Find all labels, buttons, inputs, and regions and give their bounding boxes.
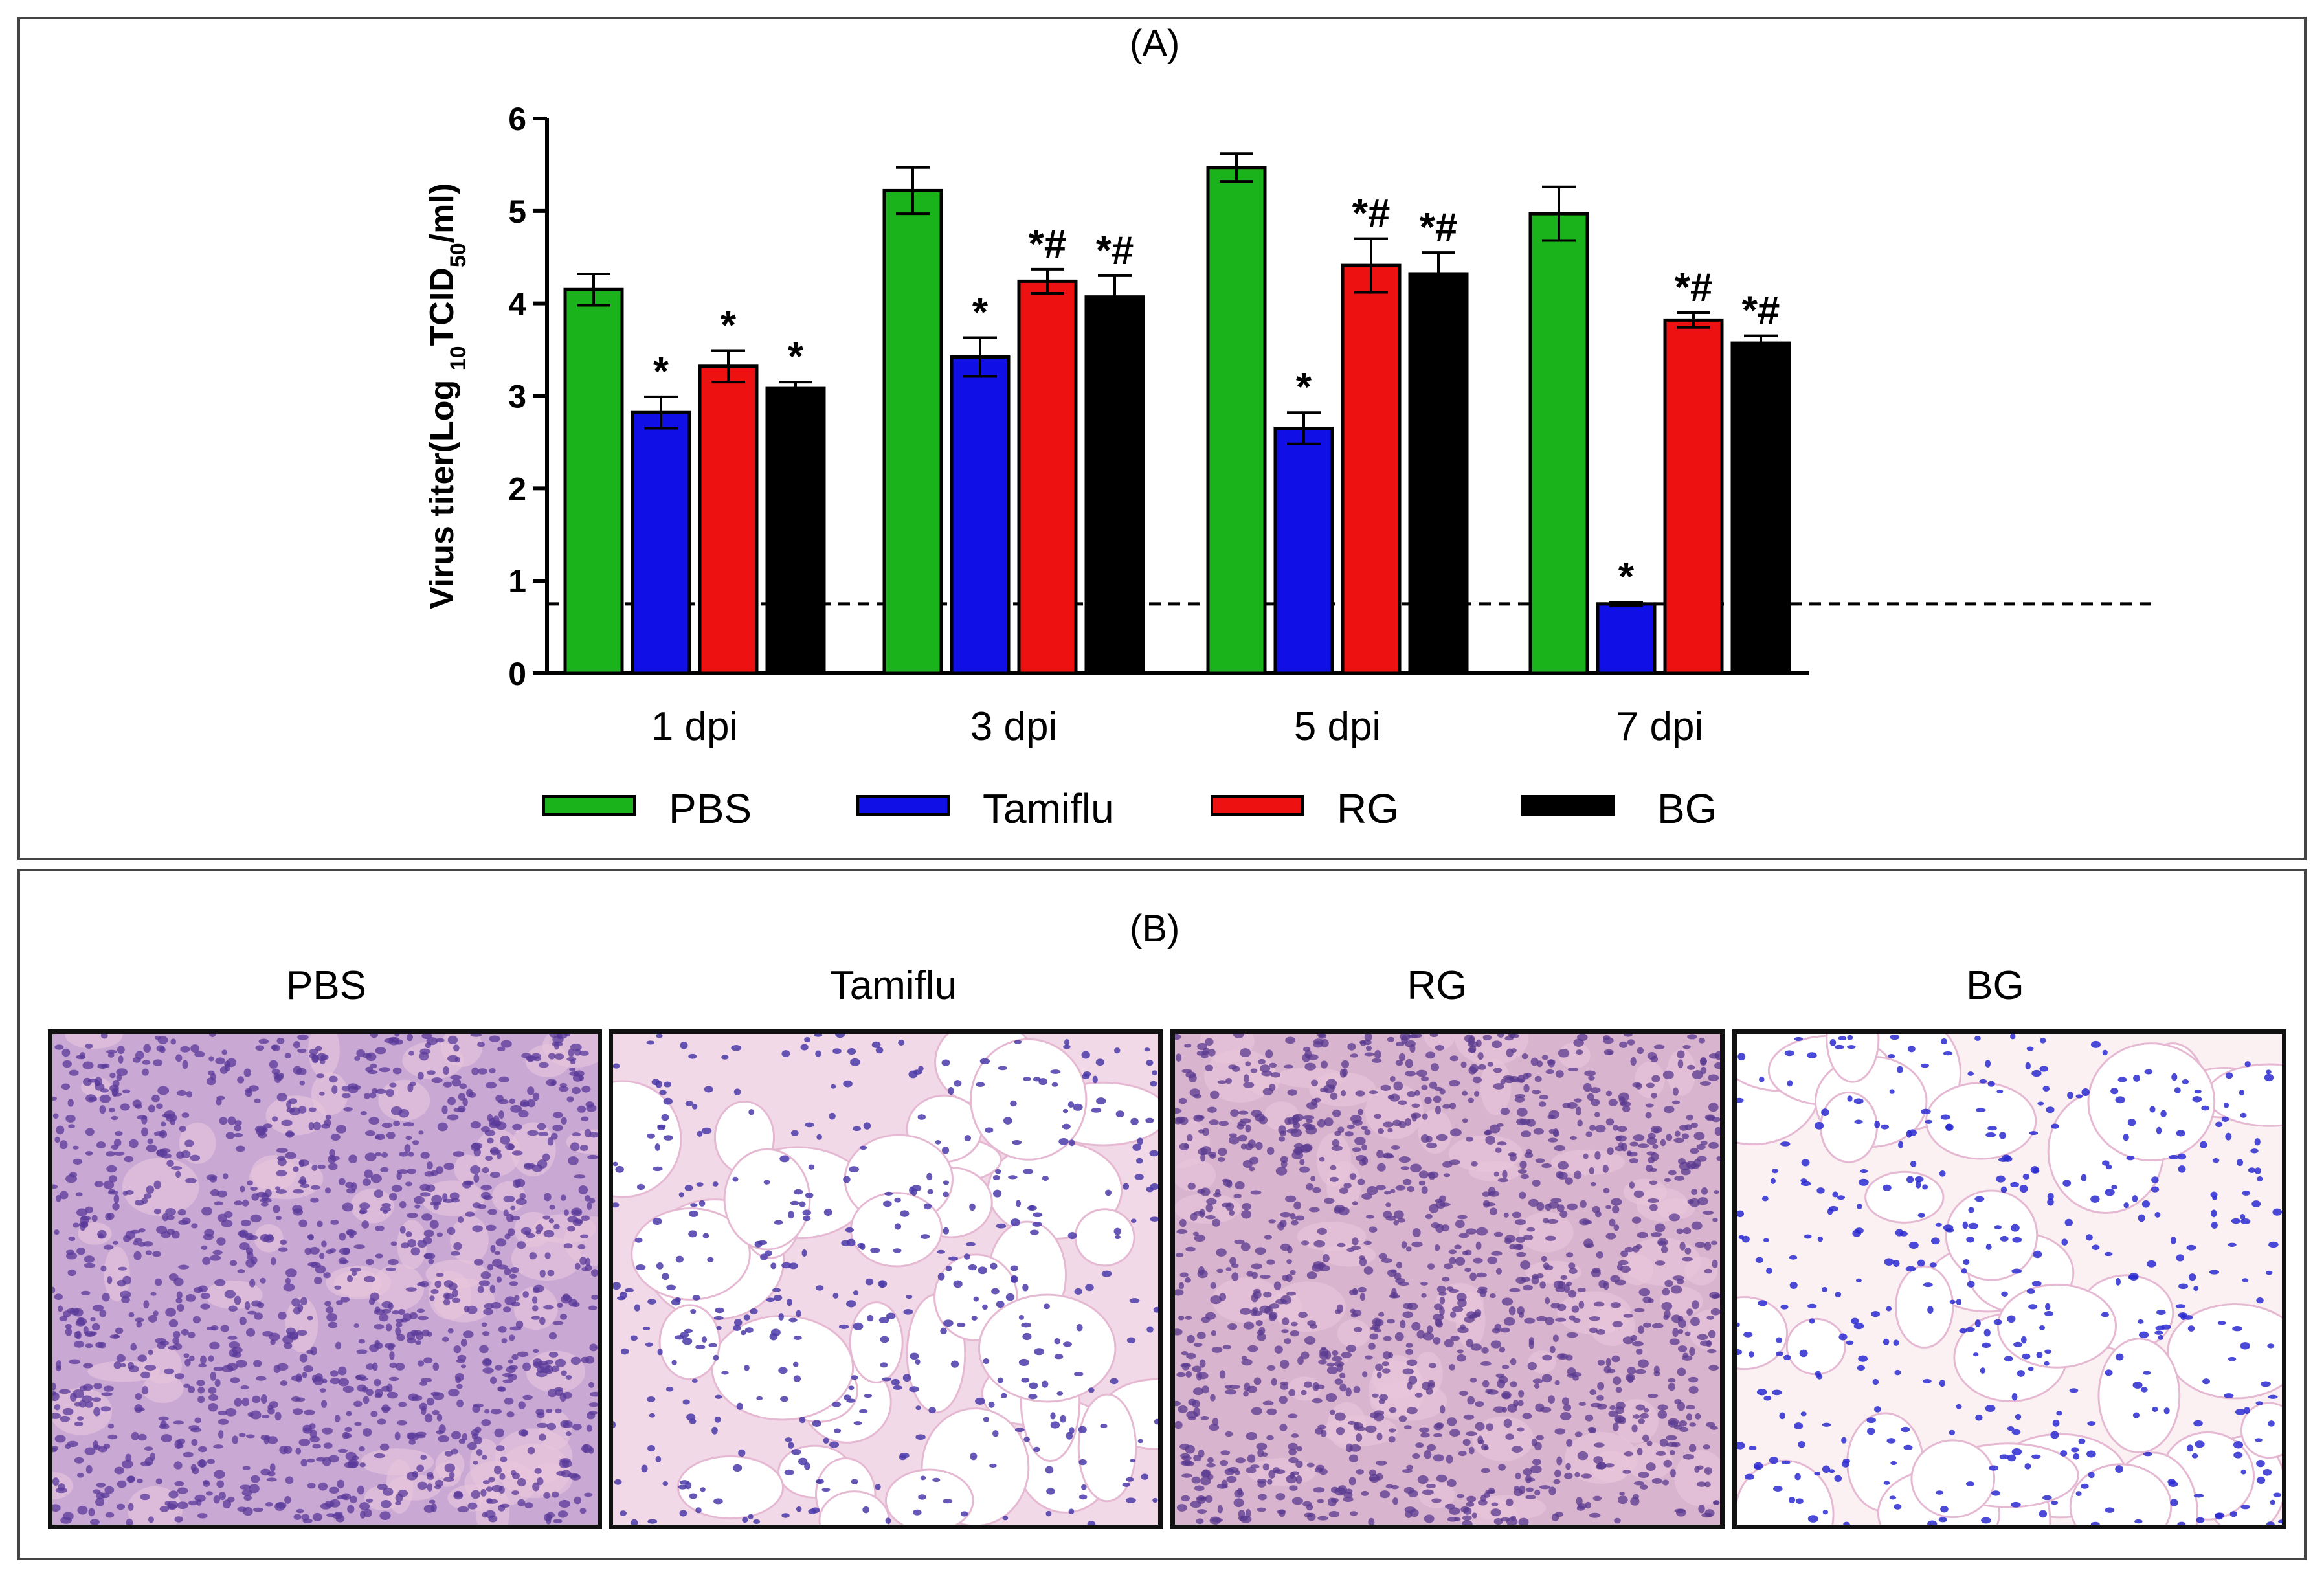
y-tick-label: 0 <box>508 656 526 692</box>
significance-mark: * <box>1618 555 1635 599</box>
bar-rg-7-dpi <box>1663 318 1724 675</box>
significance-mark: *# <box>1352 192 1391 236</box>
significance-mark: * <box>1296 365 1312 410</box>
significance-mark: *# <box>1096 229 1134 273</box>
x-tick-label: 3 dpi <box>970 704 1057 749</box>
histology-image-bg <box>1732 1029 2286 1529</box>
y-tick-label: 3 <box>508 379 526 415</box>
significance-mark: *# <box>1742 289 1780 333</box>
bar-bg-3-dpi <box>1084 295 1145 675</box>
legend-swatch-tamiflu <box>856 795 950 816</box>
significance-mark: *# <box>1675 265 1713 310</box>
bar-tamiflu-1-dpi <box>631 410 691 675</box>
significance-mark: *# <box>1420 205 1458 250</box>
bar-bg-5-dpi <box>1408 272 1469 675</box>
hist-title-bg: BG <box>1966 963 2024 1008</box>
hist-title-rg: RG <box>1407 963 1468 1008</box>
bar-pbs-1-dpi <box>563 287 624 675</box>
y-axis-label: Virus titer(Log 10TCID50/ml) <box>423 183 471 609</box>
significance-mark: *# <box>1029 222 1067 267</box>
bar-rg-3-dpi <box>1017 279 1078 675</box>
significance-mark: * <box>721 304 737 348</box>
x-tick-label: 1 dpi <box>651 704 738 749</box>
y-tick-label: 2 <box>508 471 526 507</box>
significance-mark: * <box>653 350 669 394</box>
bar-chart: 0 1 2 3 4 5 6 Virus titer(Log 10TCID50/ml) * * * 1 … <box>423 101 2156 832</box>
significance-mark: * <box>972 291 989 335</box>
legend-swatch-bg <box>1521 795 1615 816</box>
legend-swatch-pbs <box>542 795 636 816</box>
bar-pbs-3-dpi <box>882 188 943 675</box>
histology-image-pbs <box>48 1029 602 1529</box>
y-tick-label: 5 <box>508 194 526 230</box>
bar-tamiflu-7-dpi <box>1596 602 1657 675</box>
panel-b: (B) <box>17 869 2307 1560</box>
bar-bg-7-dpi <box>1730 341 1791 675</box>
panel-b-label: (B) <box>1130 908 1180 950</box>
histology-image-rg <box>1170 1029 1725 1529</box>
y-tick-label: 4 <box>508 286 526 322</box>
x-tick-label: 5 dpi <box>1294 704 1381 749</box>
hist-title-pbs: PBS <box>285 963 367 1008</box>
legend-label-pbs: PBS <box>669 785 752 832</box>
bar-rg-1-dpi <box>698 364 759 675</box>
y-tick-label: 6 <box>508 101 526 137</box>
bar-pbs-7-dpi <box>1528 212 1589 675</box>
panel-a-label: (A) <box>1130 23 1180 65</box>
bar-pbs-5-dpi <box>1206 166 1267 675</box>
panel-a: (A) <box>17 17 2307 860</box>
histology-image-tamiflu <box>609 1029 1163 1529</box>
legend-swatch-rg <box>1211 795 1304 816</box>
x-tick-label: 7 dpi <box>1616 704 1703 749</box>
legend-label-rg: RG <box>1337 785 1399 832</box>
bar-tamiflu-5-dpi <box>1273 426 1334 675</box>
legend-label-bg: BG <box>1657 785 1717 832</box>
hist-title-tamiflu: Tamiflu <box>829 963 957 1008</box>
bar-rg-5-dpi <box>1341 263 1402 675</box>
bar-tamiflu-3-dpi <box>950 355 1011 675</box>
y-tick-label: 1 <box>508 563 526 599</box>
significance-mark: * <box>788 335 804 379</box>
legend-label-tamiflu: Tamiflu <box>983 785 1114 832</box>
bar-bg-1-dpi <box>765 386 826 675</box>
